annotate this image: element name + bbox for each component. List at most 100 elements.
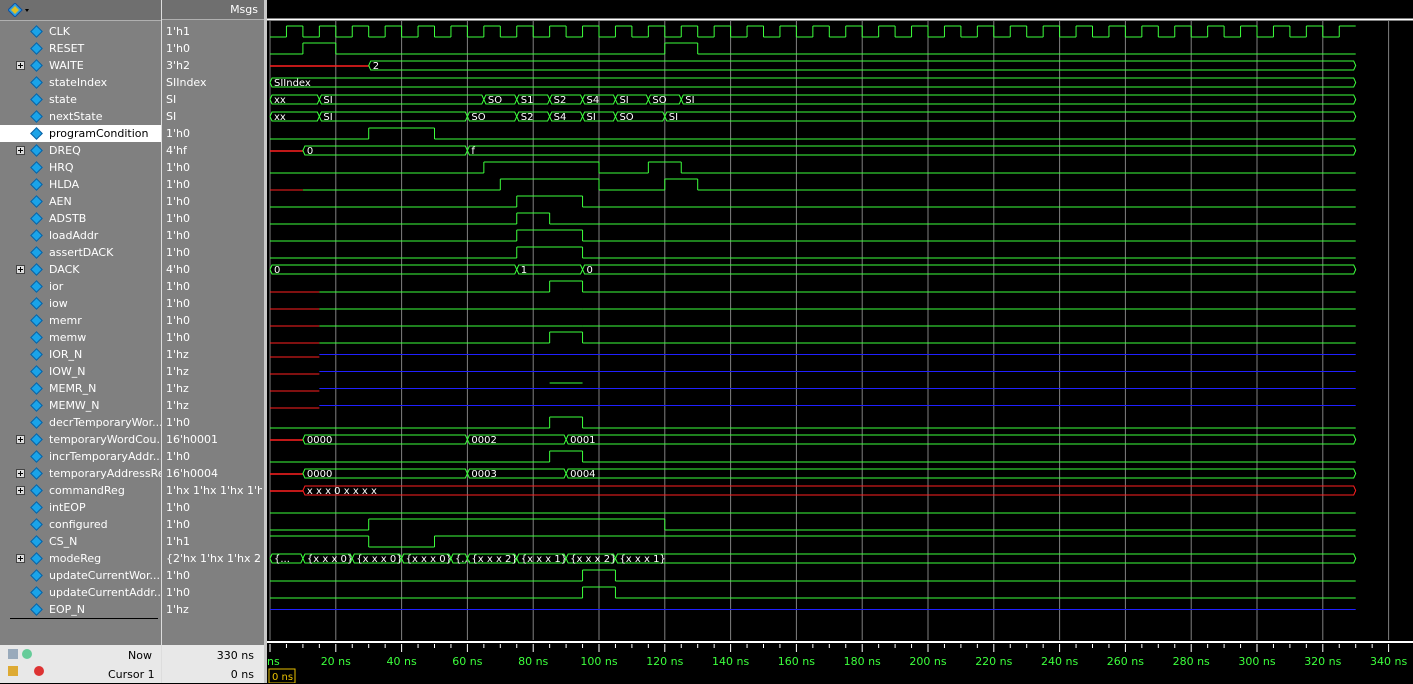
signal-diamond-icon — [31, 451, 41, 461]
signal-row[interactable]: incrTemporaryAddr... — [0, 448, 161, 465]
signal-row[interactable]: EOP_N — [0, 601, 161, 618]
timeline-start-label: ns — [267, 655, 280, 668]
twc-value-label: 0001 — [570, 435, 595, 446]
tar-value-label: 0004 — [570, 469, 595, 480]
signal-row[interactable]: temporaryAddressReg — [0, 465, 161, 482]
signal-name: CLK — [49, 25, 71, 38]
dack-value-label: 0 — [587, 265, 593, 276]
signal-row[interactable]: IOR_N — [0, 346, 161, 363]
signal-name: assertDACK — [49, 246, 114, 259]
signal-name: MEMW_N — [49, 399, 100, 412]
expand-icon[interactable] — [16, 469, 25, 478]
nextstate-value-label: SI — [669, 112, 678, 123]
signal-value: 1'h1 — [166, 535, 190, 548]
signal-diamond-icon — [31, 468, 41, 478]
cursor-marker — [268, 668, 296, 683]
signal-row[interactable]: HRQ — [0, 159, 161, 176]
signal-row[interactable]: state — [0, 91, 161, 108]
signal-row[interactable]: intEOP — [0, 499, 161, 516]
timeline-label: 20 ns — [321, 655, 351, 668]
signal-row[interactable]: temporaryWordCou... — [0, 431, 161, 448]
signal-diamond-icon — [31, 519, 41, 529]
dreq-value-label: 0 — [307, 146, 313, 157]
twc-value-label: 0000 — [307, 435, 332, 446]
signal-value: 1'h0 — [166, 127, 190, 140]
nextstate-value-label: SO — [471, 112, 485, 123]
expand-icon[interactable] — [16, 554, 25, 563]
signal-diamond-icon — [31, 26, 41, 36]
modereg-value-label: {x x x 1} — [521, 554, 567, 565]
signal-value: 4'h0 — [166, 263, 190, 276]
signal-row[interactable]: MEMW_N — [0, 397, 161, 414]
signal-row[interactable]: AEN — [0, 193, 161, 210]
signal-row[interactable]: nextState — [0, 108, 161, 125]
zoom-icon[interactable] — [8, 649, 18, 659]
signal-row[interactable]: IOW_N — [0, 363, 161, 380]
waveform-panel[interactable]: 2 SIIndex xx SI SO S1 S2 S4 SI SO SI xx SI SO S2 S4 SI SO… — [267, 0, 1413, 683]
signal-row[interactable]: stateIndex — [0, 74, 161, 91]
dack-segment — [582, 264, 1357, 275]
signal-row[interactable]: decrTemporaryWor... — [0, 414, 161, 431]
expand-icon[interactable] — [16, 265, 25, 274]
signal-row[interactable]: updateCurrentAddr... — [0, 584, 161, 601]
timeline-label: 100 ns — [580, 655, 617, 668]
signal-diamond-icon — [31, 281, 41, 291]
signal-row[interactable]: iow — [0, 295, 161, 312]
twc-segment — [565, 434, 1357, 445]
expand-icon[interactable] — [16, 435, 25, 444]
signal-row[interactable]: DREQ — [0, 142, 161, 159]
expand-icon[interactable] — [16, 486, 25, 495]
signal-row[interactable]: WAITE — [0, 57, 161, 74]
nextstate-value-label: SI — [323, 112, 332, 123]
signal-row[interactable]: updateCurrentWor... — [0, 567, 161, 584]
signal-name: HLDA — [49, 178, 80, 191]
state-value-label: SI — [323, 95, 332, 106]
wave-tool-icon[interactable] — [7, 2, 29, 18]
expand-icon[interactable] — [16, 146, 25, 155]
signal-row[interactable]: memr — [0, 312, 161, 329]
signal-value: 1'h0 — [166, 280, 190, 293]
signal-row[interactable]: programCondition — [0, 125, 161, 142]
signal-row[interactable]: HLDA — [0, 176, 161, 193]
timeline-label: 260 ns — [1107, 655, 1144, 668]
signal-diamond-icon — [31, 332, 41, 342]
signal-row[interactable]: ior — [0, 278, 161, 295]
signal-row[interactable]: RESET — [0, 40, 161, 57]
signal-value: 1'h0 — [166, 229, 190, 242]
signal-row[interactable]: configured — [0, 516, 161, 533]
signal-row[interactable]: CS_N — [0, 533, 161, 550]
signal-name: memw — [49, 331, 87, 344]
state-value-label: SO — [652, 95, 666, 106]
signal-row[interactable]: memw — [0, 329, 161, 346]
signal-value: 1'hz — [166, 603, 189, 616]
signal-diamond-icon — [31, 128, 41, 138]
timeline-label: 120 ns — [646, 655, 683, 668]
state-value-label: S4 — [587, 95, 600, 106]
state-value-label: S1 — [521, 95, 534, 106]
signal-row[interactable]: DACK — [0, 261, 161, 278]
msgs-header: Msgs — [162, 0, 264, 20]
modereg-value-label: {... — [455, 554, 471, 565]
signal-row[interactable]: modeReg — [0, 550, 161, 567]
timeline-label: 60 ns — [452, 655, 482, 668]
signal-diamond-icon — [31, 604, 41, 614]
nextstate-value-label: S4 — [554, 112, 567, 123]
signal-row[interactable]: MEMR_N — [0, 380, 161, 397]
signal-value: 1'hx 1'hx 1'hx 1'h... — [166, 484, 262, 497]
signal-name: WAITE — [49, 59, 84, 72]
remove-cursor-icon[interactable] — [34, 666, 44, 676]
signal-row[interactable]: ADSTB — [0, 210, 161, 227]
signal-row[interactable]: loadAddr — [0, 227, 161, 244]
add-cursor-icon[interactable] — [22, 649, 32, 659]
signal-row[interactable]: CLK — [0, 23, 161, 40]
timeline-label: 160 ns — [778, 655, 815, 668]
signal-row[interactable]: commandReg — [0, 482, 161, 499]
signal-name: ADSTB — [49, 212, 87, 225]
lock-icon[interactable] — [8, 666, 18, 676]
cursor-label: Cursor 1 — [108, 668, 155, 681]
state-value-label: S2 — [554, 95, 567, 106]
signal-value: 1'hz — [166, 382, 189, 395]
expand-icon[interactable] — [16, 61, 25, 70]
signal-row[interactable]: assertDACK — [0, 244, 161, 261]
